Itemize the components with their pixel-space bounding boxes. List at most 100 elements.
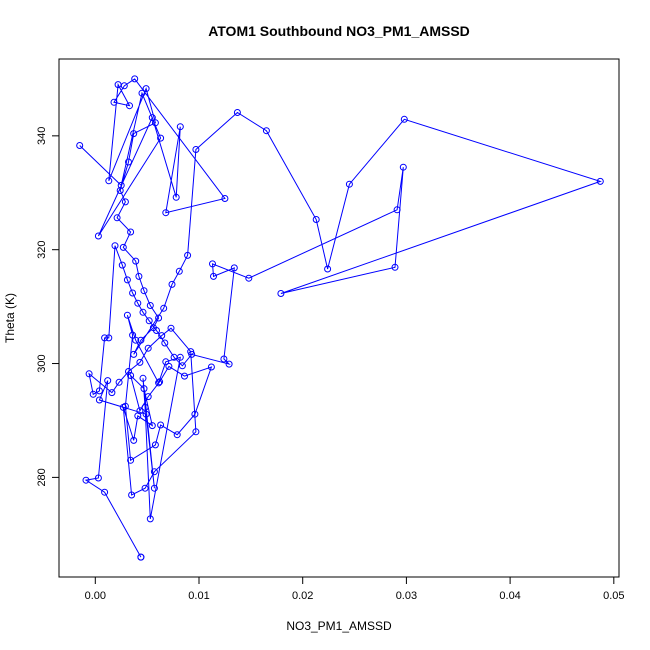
data-point (130, 436, 138, 444)
data-point (277, 290, 285, 297)
data-point (210, 272, 217, 280)
data-point (144, 344, 152, 352)
data-point (131, 75, 139, 83)
data-point (130, 350, 138, 358)
y-tick-label: 340 (36, 127, 48, 145)
data-point (108, 389, 116, 397)
data-point (115, 378, 123, 386)
data-point (140, 385, 148, 393)
x-axis-label: NO3_PM1_AMSSD (286, 619, 392, 633)
data-point (192, 146, 200, 153)
data-point (176, 123, 184, 131)
data-point (156, 378, 164, 386)
data-point (400, 115, 408, 123)
data-point (142, 85, 150, 93)
data-point (94, 232, 102, 240)
series-line (79, 78, 602, 558)
data-point (146, 302, 154, 309)
data-point (151, 119, 159, 127)
data-point (140, 287, 148, 295)
data-point (136, 358, 144, 366)
data-point (172, 193, 180, 201)
data-point (82, 476, 90, 484)
x-tick-label: 0.00 (85, 590, 106, 602)
data-point (123, 276, 131, 284)
data-point (137, 553, 145, 561)
data-point (110, 98, 118, 106)
data-point (138, 89, 146, 97)
data-point (162, 209, 170, 217)
data-point (157, 134, 165, 142)
data-point (146, 515, 154, 523)
data-point (157, 421, 165, 429)
data-point (148, 114, 156, 122)
data-point (150, 468, 158, 476)
data-point (221, 195, 229, 202)
data-point (136, 407, 144, 415)
data-point (155, 379, 163, 387)
data-point (145, 317, 153, 325)
data-point (95, 387, 103, 395)
data-point (132, 257, 140, 265)
data-point (141, 484, 149, 492)
data-point (105, 177, 113, 185)
data-point (399, 163, 407, 171)
x-tick-label: 0.04 (499, 590, 520, 602)
data-point (104, 377, 112, 385)
data-point (162, 358, 170, 366)
data-point (225, 360, 233, 368)
x-tick-label: 0.05 (603, 590, 624, 602)
data-point (230, 264, 238, 272)
data-point (176, 353, 184, 361)
data-point (181, 372, 188, 380)
x-axis: 0.00 0.01 0.02 0.03 0.04 0.05 (85, 576, 625, 602)
data-point (105, 334, 113, 342)
data-point (192, 428, 200, 436)
data-point (262, 127, 270, 135)
data-point (148, 422, 156, 430)
data-point (393, 206, 401, 214)
data-point (175, 267, 183, 275)
y-axis: 280 300 320 340 (36, 127, 60, 487)
data-point (116, 187, 124, 194)
data-point (118, 261, 126, 269)
data-point (127, 228, 135, 236)
y-tick-label: 320 (36, 241, 48, 259)
data-point (85, 370, 93, 378)
data-point (119, 243, 127, 251)
data-point (184, 251, 192, 259)
data-point (167, 324, 175, 332)
data-point (161, 339, 169, 347)
data-point (89, 390, 97, 398)
data-point (129, 331, 137, 339)
data-point (153, 327, 160, 334)
data-point (132, 336, 140, 344)
data-point (123, 311, 131, 319)
data-point (128, 491, 136, 499)
data-point (127, 456, 135, 464)
data-point (191, 410, 199, 418)
data-point (151, 441, 159, 449)
data-point (209, 260, 216, 268)
data-point (134, 299, 142, 307)
y-axis-label: Theta (K) (3, 293, 17, 343)
x-tick-label: 0.03 (396, 590, 417, 602)
data-point (168, 280, 176, 288)
data-point (173, 431, 181, 439)
data-point (94, 474, 102, 482)
data-point (101, 488, 109, 496)
data-point (220, 355, 228, 363)
data-point (121, 198, 129, 206)
data-point (101, 334, 109, 342)
data-point (121, 402, 129, 410)
data-point (127, 372, 135, 379)
y-tick-label: 300 (36, 354, 48, 372)
data-point (129, 289, 137, 297)
data-point (158, 332, 166, 340)
data-point (130, 130, 138, 138)
data-point (144, 393, 152, 401)
data-point (117, 181, 125, 189)
data-point (324, 265, 332, 273)
data-point (187, 348, 195, 356)
